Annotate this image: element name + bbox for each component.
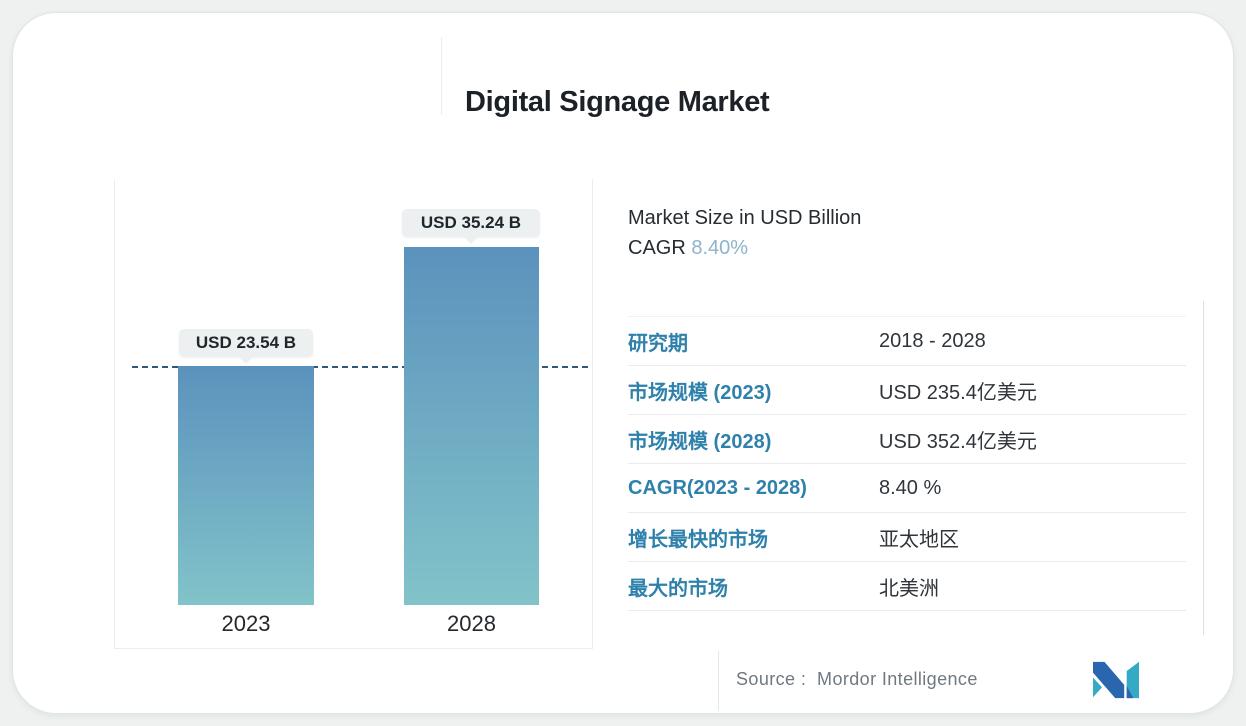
row-label: 市场规模 (2023)	[628, 381, 772, 404]
table-row: CAGR(2023 - 2028) 8.40 %	[628, 464, 1186, 513]
table-right-divider	[1203, 301, 1204, 635]
reference-dashline	[132, 366, 588, 368]
bar-2028	[404, 247, 539, 605]
table-row: 最大的市场 北美洲	[628, 562, 1186, 611]
row-value: USD 235.4亿美元	[879, 381, 1037, 404]
title-divider	[441, 37, 442, 115]
row-label: 增长最快的市场	[628, 528, 768, 551]
summary-cagr-line: CAGR 8.40%	[628, 233, 861, 263]
row-label: 最大的市场	[628, 577, 728, 600]
footer-divider	[718, 651, 719, 711]
source-label: Source :	[736, 669, 807, 689]
cagr-label: CAGR	[628, 237, 686, 259]
source-name: Mordor Intelligence	[817, 669, 978, 689]
row-label: CAGR(2023 - 2028)	[628, 476, 807, 499]
row-value: 8.40 %	[879, 476, 942, 499]
bar-2023	[178, 366, 314, 605]
mordor-intelligence-logo-icon	[1093, 661, 1139, 699]
table-row: 市场规模 (2023) USD 235.4亿美元	[628, 366, 1186, 415]
row-value: 亚太地区	[879, 528, 959, 551]
summary-units-line: Market Size in USD Billion	[628, 207, 862, 229]
source-credit: Source : Mordor Intelligence	[736, 669, 978, 690]
stats-table: 研究期 2018 - 2028 市场规模 (2023) USD 235.4亿美元…	[628, 316, 1186, 611]
table-row: 增长最快的市场 亚太地区	[628, 513, 1186, 562]
row-label: 市场规模 (2028)	[628, 430, 772, 453]
table-row: 研究期 2018 - 2028	[628, 317, 1186, 366]
row-value: 北美洲	[879, 577, 939, 600]
row-label: 研究期	[628, 332, 688, 355]
page-title: Digital Signage Market	[465, 86, 770, 119]
cagr-value: 8.40%	[691, 237, 749, 259]
bar-value-label-2023: USD 23.54 B	[179, 329, 313, 364]
row-value: 2018 - 2028	[879, 329, 986, 352]
market-size-bar-chart: USD 23.54 B USD 35.24 B 2023 2028	[114, 179, 593, 649]
x-axis-label-2028: 2028	[447, 611, 496, 636]
x-axis-label-2023: 2023	[221, 611, 271, 636]
chart-summary: Market Size in USD Billion CAGR 8.40%	[628, 203, 861, 263]
table-row: 市场规模 (2028) USD 352.4亿美元	[628, 415, 1186, 464]
report-card: Digital Signage Market USD 23.54 B USD 3…	[12, 12, 1234, 714]
row-value: USD 352.4亿美元	[879, 430, 1037, 453]
bar-value-label-2028: USD 35.24 B	[402, 209, 540, 244]
